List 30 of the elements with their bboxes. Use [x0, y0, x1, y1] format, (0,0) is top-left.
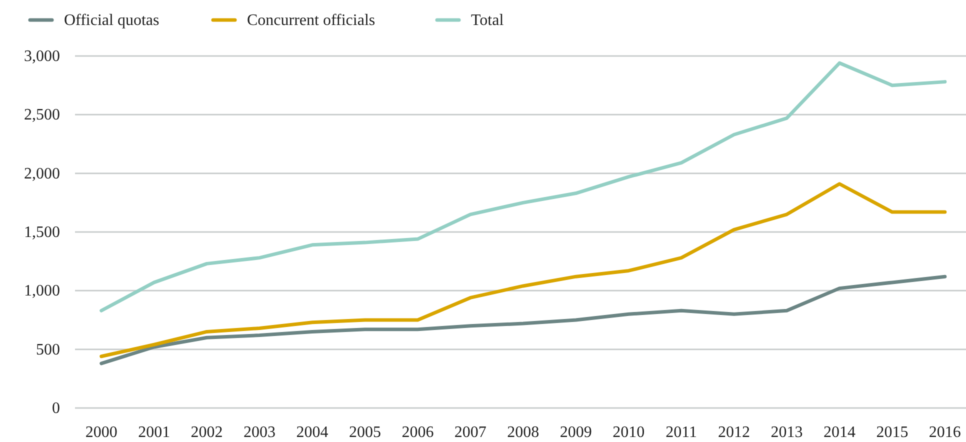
line-series: [100, 274, 947, 366]
x-tick-label: 2016: [928, 424, 961, 441]
x-tick-label: 2015: [876, 424, 908, 441]
y-tick-label: 2,500: [24, 106, 60, 124]
x-tick-label: 2000: [85, 424, 118, 441]
y-tick-label: 1,000: [24, 282, 60, 300]
x-tick-label: 2012: [718, 424, 750, 441]
x-tick-label: 2002: [190, 424, 223, 441]
x-tick-label: 2001: [138, 424, 170, 441]
line-series: [100, 182, 947, 358]
x-tick-label: 2004: [296, 424, 328, 441]
x-tick-label: 2007: [454, 424, 486, 441]
x-tick-label: 2014: [823, 424, 856, 441]
x-tick-label: 2005: [348, 424, 381, 441]
x-tick-label: 2013: [770, 424, 803, 441]
y-tick-label: 0: [52, 400, 60, 417]
x-tick-label: 2008: [507, 424, 540, 441]
x-tick-label: 2009: [560, 424, 592, 441]
y-tick-label: 3,000: [24, 48, 60, 65]
y-tick-label: 1,500: [24, 224, 60, 241]
legend-label: Total: [471, 12, 504, 29]
x-tick-label: 2003: [244, 424, 276, 441]
y-tick-label: 500: [36, 341, 60, 358]
x-tick-label: 2011: [666, 424, 698, 441]
line-series: [100, 61, 947, 312]
y-tick-label: 2,000: [24, 165, 60, 182]
x-tick-label: 2010: [612, 424, 645, 441]
legend-label: Official quotas: [64, 12, 160, 29]
x-tick-label: 2006: [402, 424, 434, 441]
legend-label: Concurrent officials: [247, 12, 376, 29]
